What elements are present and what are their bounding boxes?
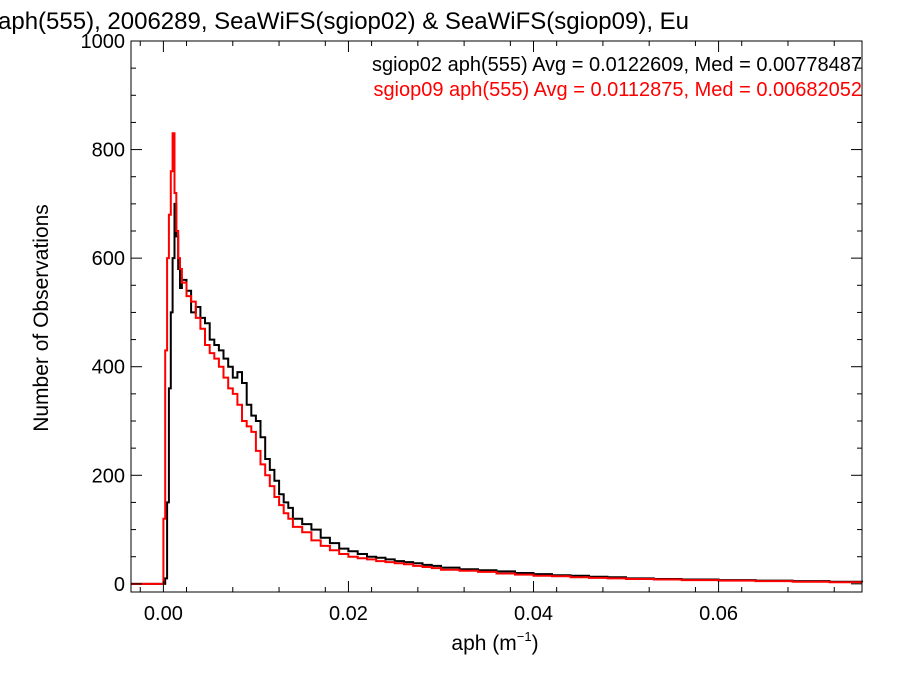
- y-tick-label: 0: [114, 574, 125, 596]
- y-axis-label: Number of Observations: [30, 204, 53, 432]
- stats-annotation-sgiop09: sgiop09 aph(555) Avg = 0.0112875, Med = …: [373, 79, 862, 101]
- plot-frame: [130, 40, 863, 593]
- y-tick-label: 1000: [81, 31, 126, 53]
- x-tick-label: 0.00: [144, 603, 183, 625]
- x-axis-label-main: aph (m: [451, 632, 516, 655]
- x-axis-label: aph (m−1): [451, 629, 538, 655]
- x-tick-label: 0.04: [514, 603, 553, 625]
- y-tick-label: 400: [92, 357, 125, 379]
- chart-title: aph(555), 2006289, SeaWiFS(sgiop02) & Se…: [0, 8, 689, 35]
- series-line-sgiop09: [131, 132, 862, 585]
- stats-annotation-sgiop02: sgiop02 aph(555) Avg = 0.0122609, Med = …: [372, 54, 862, 76]
- x-tick-label: 0.06: [699, 603, 738, 625]
- x-tick-label: 0.02: [329, 603, 368, 625]
- plot-area: 0.00 0.02 0.04 0.06 0 200 400 600 800 1000: [81, 31, 863, 625]
- x-axis-label-close: ): [532, 632, 539, 655]
- y-tick-label: 600: [92, 248, 125, 270]
- y-tick-label: 200: [92, 465, 125, 487]
- x-axis-label-superscript: −1: [517, 629, 532, 644]
- y-tick-label: 800: [92, 140, 125, 162]
